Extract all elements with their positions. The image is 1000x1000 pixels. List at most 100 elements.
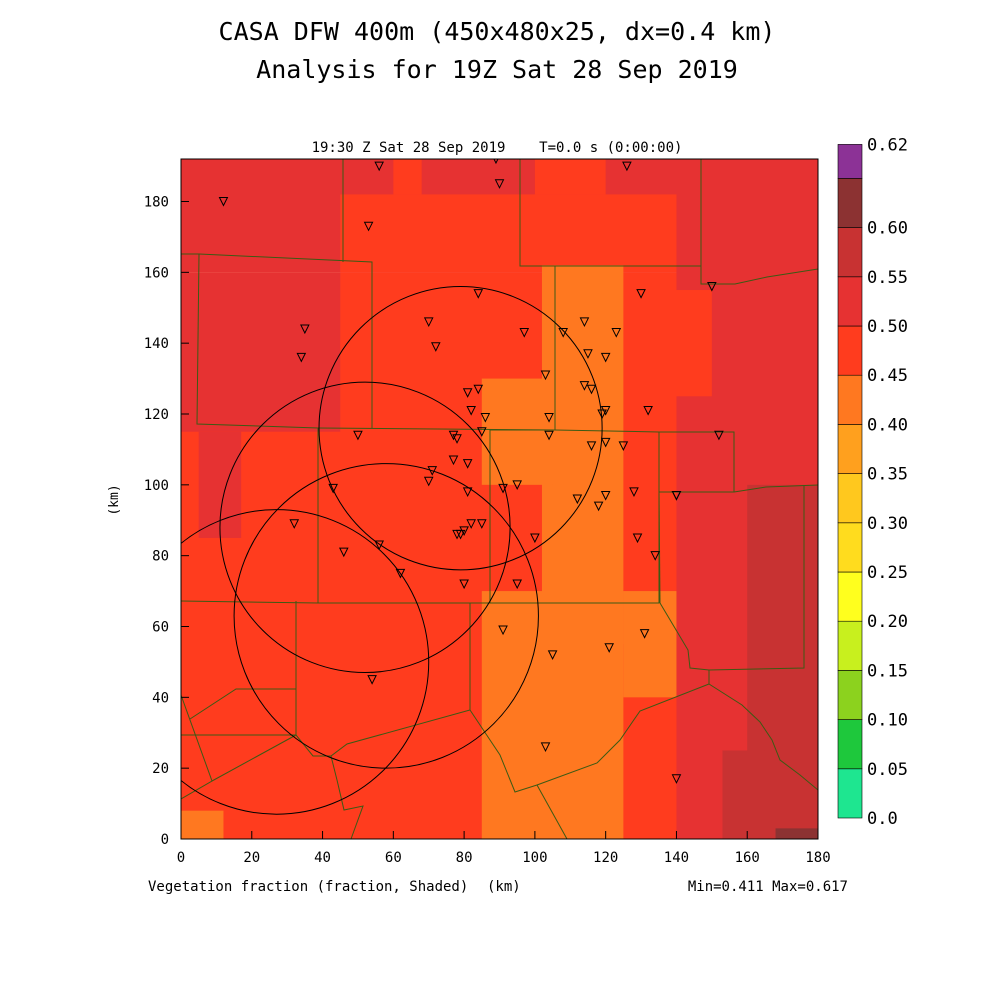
- colorbar-label: 0.60: [867, 219, 908, 239]
- field-region: [641, 290, 712, 397]
- station-marker: [452, 434, 462, 444]
- station-marker: [462, 388, 473, 398]
- colorbar-swatch: [837, 144, 863, 179]
- colorbar-label: 0.05: [867, 760, 908, 780]
- field-region: [623, 591, 677, 698]
- field-region: [181, 810, 224, 839]
- station-marker: [395, 568, 406, 579]
- station-marker: [572, 494, 583, 505]
- station-marker: [714, 430, 724, 441]
- station-marker: [289, 519, 300, 529]
- station-marker: [639, 629, 650, 639]
- x-axis-unit-label: (km): [487, 879, 521, 895]
- station-marker: [494, 179, 505, 189]
- time-label: 19:30 Z Sat 28 Sep 2019 T=0.0 s (0:00:00…: [312, 140, 683, 156]
- colorbar-label: 0.15: [867, 661, 908, 681]
- field-region: [722, 750, 765, 839]
- station-marker: [338, 547, 349, 558]
- station-marker: [650, 551, 661, 561]
- y-tick-label: 120: [144, 407, 169, 423]
- station-marker: [296, 352, 307, 363]
- colorbar-label: 0.25: [867, 563, 908, 583]
- colorbar-swatch: [837, 522, 863, 573]
- station-marker: [367, 675, 377, 685]
- station-marker: [671, 490, 682, 501]
- y-tick-label: 140: [144, 336, 169, 352]
- station-marker: [466, 405, 476, 416]
- x-tick-label: 160: [735, 850, 760, 866]
- plot-frame: [180, 158, 819, 840]
- y-tick-label: 60: [152, 620, 169, 636]
- colorbar-swatch: [837, 227, 863, 278]
- colorbar-label: 0.62: [867, 135, 908, 155]
- station-marker: [476, 427, 487, 437]
- x-tick-label: 100: [522, 850, 547, 866]
- station-marker: [462, 487, 473, 498]
- colorbar-label: 0.45: [867, 366, 908, 386]
- station-marker: [636, 289, 646, 299]
- colorbar-swatch: [837, 620, 863, 671]
- station-marker: [498, 483, 508, 494]
- plot-area: [180, 158, 819, 840]
- colorbar-swatch: [837, 571, 863, 622]
- station-marker: [512, 579, 523, 590]
- radar-range-ring: [233, 463, 539, 769]
- colorbar-swatch: [837, 424, 863, 474]
- station-marker: [544, 413, 554, 423]
- station-marker: [498, 625, 508, 636]
- station-marker: [530, 533, 540, 544]
- station-marker: [579, 317, 590, 328]
- station-marker: [374, 161, 384, 172]
- station-marker: [300, 324, 310, 335]
- x-tick-label: 60: [385, 850, 402, 866]
- colorbar-swatch: [837, 670, 863, 720]
- shaded-field: [181, 159, 818, 839]
- station-marker: [459, 579, 469, 590]
- station-markers: [218, 159, 724, 784]
- chart-title: CASA DFW 400m (450x480x25, dx=0.4 km): [219, 17, 776, 46]
- field-region: [181, 272, 341, 432]
- station-marker: [374, 540, 384, 551]
- field-region: [541, 265, 624, 645]
- field-label: Vegetation fraction (fraction, Shaded): [148, 879, 468, 895]
- station-marker: [593, 501, 604, 512]
- station-marker: [480, 413, 491, 423]
- station-marker: [430, 342, 441, 352]
- station-marker: [363, 221, 374, 232]
- station-marker: [586, 441, 597, 451]
- colorbar-label: 0.10: [867, 711, 908, 731]
- colorbar-swatch: [837, 719, 863, 770]
- station-marker: [476, 519, 487, 529]
- station-marker: [583, 349, 593, 359]
- x-tick-label: 180: [805, 850, 830, 866]
- y-tick-label: 100: [144, 478, 169, 494]
- station-marker: [473, 289, 484, 299]
- x-tick-label: 40: [314, 850, 331, 866]
- colorbar-label: 0.30: [867, 514, 908, 534]
- station-marker: [547, 650, 558, 660]
- station-marker: [540, 370, 551, 381]
- station-marker: [707, 282, 717, 292]
- station-marker: [423, 317, 434, 328]
- y-tick-label: 160: [144, 265, 169, 281]
- field-region: [775, 828, 818, 839]
- station-marker: [597, 409, 607, 420]
- colorbar-swatch: [837, 473, 863, 524]
- station-marker: [632, 533, 643, 544]
- chart-subtitle: Analysis for 19Z Sat 28 Sep 2019: [256, 55, 738, 84]
- station-marker: [427, 466, 438, 476]
- station-marker: [512, 480, 523, 490]
- station-marker: [586, 384, 597, 395]
- station-marker: [600, 352, 611, 363]
- station-marker: [611, 328, 622, 338]
- colorbar-swatch: [837, 768, 863, 819]
- station-marker: [540, 742, 551, 753]
- colorbar-label: 0.55: [867, 268, 908, 288]
- station-marker: [519, 328, 530, 338]
- y-tick-label: 80: [152, 549, 169, 565]
- station-marker: [643, 405, 653, 416]
- min-max-label: Min=0.411 Max=0.617: [688, 879, 848, 895]
- x-tick-label: 0: [177, 850, 185, 866]
- colorbar-swatch: [837, 178, 863, 228]
- field-region: [711, 159, 818, 230]
